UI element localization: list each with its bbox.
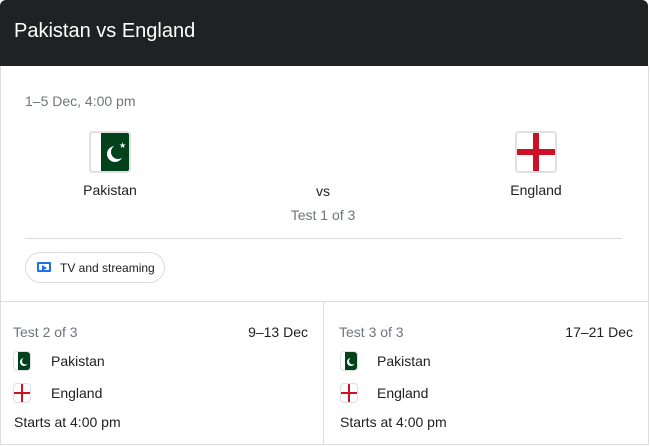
england-flag-icon: [13, 383, 31, 403]
series-label: Test 1 of 3: [290, 207, 356, 223]
tv-streaming-label: TV and streaming: [60, 261, 155, 275]
page-title: Pakistan vs England: [14, 20, 196, 42]
svg-text:★: ★: [119, 141, 126, 150]
match-label: Test 2 of 3: [13, 324, 78, 340]
header: Pakistan vs England: [0, 0, 648, 66]
pakistan-flag-icon: ★: [89, 131, 131, 173]
match-label: Test 3 of 3: [339, 324, 404, 340]
start-time: Starts at 4:00 pm: [340, 414, 447, 430]
england-flag-icon: [515, 131, 557, 173]
home-team-name[interactable]: Pakistan: [83, 182, 137, 198]
match-datetime: 1–5 Dec, 4:00 pm: [25, 93, 136, 109]
vs-label: vs: [316, 183, 330, 199]
team-name: Pakistan: [377, 353, 431, 369]
team-name: England: [51, 385, 103, 401]
england-flag-icon: [340, 383, 358, 403]
pakistan-flag-icon: [13, 351, 31, 371]
start-time: Starts at 4:00 pm: [14, 414, 121, 430]
pakistan-flag-icon: [340, 351, 358, 371]
team-name: Pakistan: [51, 353, 105, 369]
column-divider: [323, 302, 324, 444]
match-card[interactable]: [0, 66, 649, 445]
match-dates: 17–21 Dec: [565, 324, 633, 340]
match-dates: 9–13 Dec: [248, 324, 308, 340]
away-team-name[interactable]: England: [510, 182, 562, 198]
tv-streaming-button[interactable]: TV and streaming: [25, 252, 165, 283]
divider: [0, 301, 648, 302]
divider: [25, 238, 622, 239]
tv-icon: [37, 262, 51, 272]
team-name: England: [377, 385, 429, 401]
